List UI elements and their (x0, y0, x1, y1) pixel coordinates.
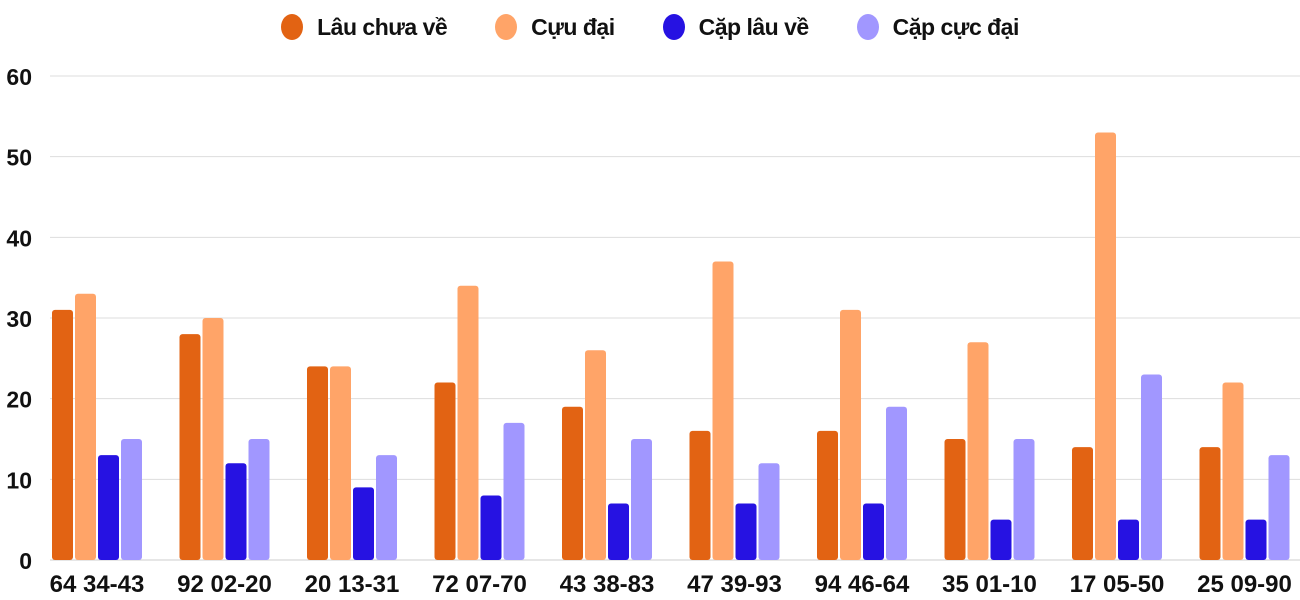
legend-swatch-icon (662, 14, 685, 40)
y-tick-label: 50 (6, 145, 32, 171)
bar[interactable] (585, 350, 606, 560)
bar[interactable] (353, 487, 374, 560)
x-tick-label: 17 05-50 (1070, 571, 1165, 598)
bar[interactable] (1118, 519, 1139, 560)
bar-group (1072, 132, 1162, 560)
x-tick-label: 72 07-70 (432, 571, 527, 598)
bar[interactable] (1268, 455, 1290, 560)
y-tick-label: 0 (19, 548, 32, 574)
legend-swatch-icon (281, 14, 304, 40)
bar-group (1199, 382, 1290, 560)
bar[interactable] (840, 309, 861, 560)
bar[interactable] (121, 439, 142, 560)
legend-label: Cặp cực đại (892, 13, 1020, 40)
bar-group (434, 285, 525, 560)
bar[interactable] (944, 439, 966, 560)
bar[interactable] (248, 439, 270, 560)
bar[interactable] (1072, 447, 1093, 560)
x-tick-label: 20 13-31 (305, 571, 400, 598)
x-tick-label: 43 38-83 (560, 571, 655, 598)
bar[interactable] (202, 318, 224, 560)
legend-item-cap-lau-ve[interactable]: Cặp lâu về (662, 13, 810, 41)
bar-group (307, 366, 397, 560)
legend-swatch-icon (495, 14, 518, 40)
bar[interactable] (330, 366, 351, 560)
x-tick-label: 35 01-10 (942, 571, 1037, 598)
bar-group (179, 318, 270, 560)
y-tick-label: 40 (6, 225, 32, 251)
bar-group (52, 293, 142, 560)
bar[interactable] (1141, 374, 1162, 560)
bar-group (817, 309, 907, 560)
bar[interactable] (480, 495, 502, 560)
bar[interactable] (376, 455, 397, 560)
legend-label: Cặp lâu về (698, 13, 810, 40)
bar[interactable] (1245, 519, 1267, 560)
legend-item-cuu-dai[interactable]: Cựu đại (495, 13, 615, 41)
legend-label: Lâu chưa về (317, 13, 448, 40)
bar[interactable] (75, 293, 96, 560)
x-tick-label: 64 34-43 (50, 571, 145, 598)
bar[interactable] (98, 455, 119, 560)
bar[interactable] (1199, 447, 1221, 560)
legend-item-cap-cuc-dai[interactable]: Cặp cực đại (856, 13, 1020, 41)
x-tick-label: 94 46-64 (815, 571, 910, 598)
bar[interactable] (503, 422, 525, 560)
bar[interactable] (863, 503, 884, 560)
x-tick-label: 47 39-93 (687, 571, 782, 598)
bar[interactable] (562, 406, 583, 560)
bar[interactable] (225, 463, 247, 560)
legend-swatch-icon (856, 14, 879, 40)
bar-group (689, 261, 780, 560)
bar[interactable] (608, 503, 629, 560)
bar[interactable] (434, 382, 456, 560)
bar[interactable] (631, 439, 652, 560)
legend-label: Cựu đại (531, 13, 615, 40)
bar[interactable] (1013, 439, 1035, 560)
bar[interactable] (758, 463, 780, 560)
x-tick-label: 92 02-20 (177, 571, 272, 598)
bar[interactable] (457, 285, 479, 560)
bar[interactable] (52, 309, 73, 560)
bar-group (562, 350, 652, 560)
y-tick-label: 10 (6, 467, 32, 493)
bar[interactable] (886, 406, 907, 560)
bar[interactable] (712, 261, 734, 560)
bar[interactable] (735, 503, 757, 560)
bar[interactable] (1222, 382, 1244, 560)
bar[interactable] (307, 366, 328, 560)
bar[interactable] (1095, 132, 1116, 560)
bar[interactable] (990, 519, 1012, 560)
legend-item-lau-chua-ve[interactable]: Lâu chưa về (281, 13, 448, 41)
y-tick-label: 30 (6, 306, 32, 332)
y-tick-label: 20 (6, 387, 32, 413)
bar[interactable] (967, 342, 989, 560)
bar[interactable] (817, 430, 838, 560)
bar[interactable] (689, 430, 711, 560)
y-tick-label: 60 (6, 64, 32, 90)
bar[interactable] (179, 334, 201, 560)
chart-legend: Lâu chưa về Cựu đại Cặp lâu về Cặp cực đ… (0, 8, 1300, 46)
x-tick-label: 25 09-90 (1197, 571, 1292, 598)
bar-group (944, 342, 1035, 560)
